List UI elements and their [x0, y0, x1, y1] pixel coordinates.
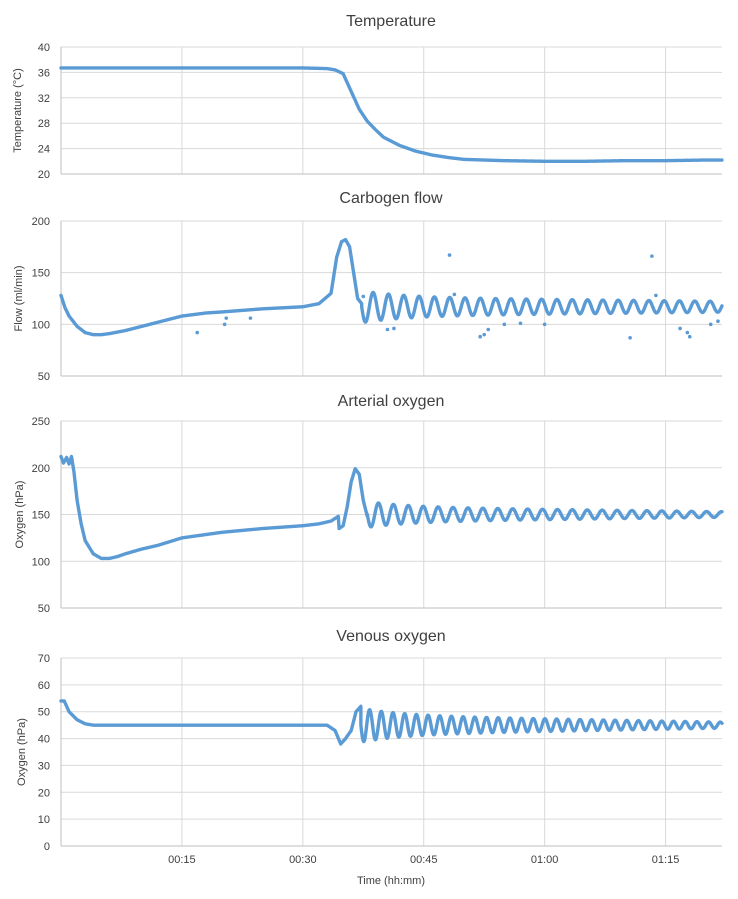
- venous-oxygen-ytick-label: 10: [38, 814, 50, 826]
- carbogen-flow-outlier-point: [650, 254, 654, 258]
- x-tick-label: 00:30: [289, 854, 317, 866]
- temperature-series-line: [59, 66, 724, 163]
- carbogen-flow-outlier-point: [486, 327, 491, 332]
- temperature-title: Temperature: [346, 13, 436, 30]
- carbogen-flow-outlier-point: [678, 326, 682, 331]
- temperature-ytick-label: 40: [38, 42, 50, 54]
- carbogen-flow-outlier-point: [224, 316, 229, 320]
- carbogen-flow-outlier-point: [716, 319, 720, 324]
- arterial-oxygen-chart: Arterial oxygen 50 100 150 200 250 Oxygen (hPa…: [14, 393, 724, 615]
- carbogen-flow-outlier-point: [195, 330, 200, 335]
- carbogen-flow-outlier-point: [502, 322, 507, 327]
- temperature-ytick-label: 20: [38, 169, 50, 181]
- venous-oxygen-ytick-label: 0: [44, 841, 50, 853]
- x-tick-label: 00:45: [410, 854, 438, 866]
- arterial-oxygen-title: Arterial oxygen: [338, 393, 445, 410]
- venous-oxygen-ytick-label: 60: [38, 680, 50, 692]
- carbogen-flow-outlier-point: [542, 322, 547, 327]
- venous-oxygen-title: Venous oxygen: [336, 628, 445, 645]
- carbogen-flow-outlier-point: [392, 326, 396, 331]
- venous-oxygen-ytick-label: 50: [38, 707, 50, 719]
- temperature-chart: Temperature 20 24 28 32 36 40 Temperature (°C): [12, 13, 724, 181]
- carbogen-flow-outlier-point: [222, 322, 227, 327]
- carbogen-flow-title: Carbogen flow: [339, 190, 443, 207]
- carbogen-flow-outlier-point: [628, 335, 632, 340]
- arterial-oxygen-y-axis-label: Oxygen (hPa): [14, 481, 26, 549]
- arterial-oxygen-ytick-label: 150: [32, 510, 50, 522]
- carbogen-flow-outlier-point: [518, 321, 523, 326]
- temperature-ytick-label: 36: [38, 67, 50, 79]
- arterial-oxygen-ytick-label: 50: [38, 603, 50, 615]
- carbogen-flow-ytick-label: 100: [32, 319, 50, 331]
- carbogen-flow-outlier-point: [685, 330, 690, 335]
- carbogen-flow-outlier-point: [248, 316, 253, 320]
- venous-oxygen-ytick-label: 40: [38, 734, 50, 746]
- x-tick-label: 00:15: [168, 854, 196, 866]
- venous-oxygen-chart: Venous oxygen 0 10 20 30 40 50 60 70 Oxygen (hPa): [16, 628, 724, 853]
- venous-oxygen-ytick-label: 30: [38, 760, 50, 772]
- carbogen-flow-outlier-point: [447, 253, 452, 257]
- venous-oxygen-y-axis-label: Oxygen (hPa): [16, 718, 28, 786]
- carbogen-flow-outlier-point: [482, 332, 487, 337]
- arterial-oxygen-series-line: [59, 454, 724, 561]
- arterial-oxygen-ytick-label: 200: [32, 463, 50, 475]
- temperature-ytick-label: 32: [38, 93, 50, 105]
- temperature-y-axis-label: Temperature (°C): [12, 68, 24, 152]
- carbogen-flow-outlier-point: [452, 292, 457, 297]
- carbogen-flow-outlier-point: [385, 327, 390, 332]
- venous-oxygen-series-line: [59, 699, 724, 746]
- carbogen-flow-ytick-label: 150: [32, 268, 50, 280]
- carbogen-flow-outlier-point: [654, 293, 658, 298]
- carbogen-flow-chart: Carbogen flow 50 100 150 200 Flow (ml/min): [13, 190, 724, 383]
- carbogen-flow-series-line: [59, 237, 724, 337]
- temperature-ytick-label: 24: [38, 144, 50, 156]
- carbogen-flow-outlier-point: [361, 294, 366, 299]
- carbogen-flow-outlier-point: [478, 334, 482, 339]
- x-axis: 00:15 00:30 00:45 01:00 01:15 Time (hh:mm): [168, 854, 679, 887]
- x-axis-label: Time (hh:mm): [357, 875, 425, 887]
- carbogen-flow-y-axis-label: Flow (ml/min): [13, 266, 25, 332]
- x-tick-label: 01:00: [531, 854, 559, 866]
- carbogen-flow-outlier-point: [708, 322, 713, 327]
- venous-oxygen-ytick-label: 70: [38, 653, 50, 665]
- chart-panels: Temperature 20 24 28 32 36 40 Temperature (°C) C…: [12, 13, 724, 853]
- carbogen-flow-outlier-point: [687, 334, 692, 339]
- arterial-oxygen-ytick-label: 250: [32, 416, 50, 428]
- temperature-ytick-label: 28: [38, 118, 50, 130]
- arterial-oxygen-ytick-label: 100: [32, 556, 50, 568]
- x-tick-label: 01:15: [652, 854, 680, 866]
- venous-oxygen-ytick-label: 20: [38, 787, 50, 799]
- carbogen-flow-ytick-label: 50: [38, 371, 50, 383]
- carbogen-flow-ytick-label: 200: [32, 216, 50, 228]
